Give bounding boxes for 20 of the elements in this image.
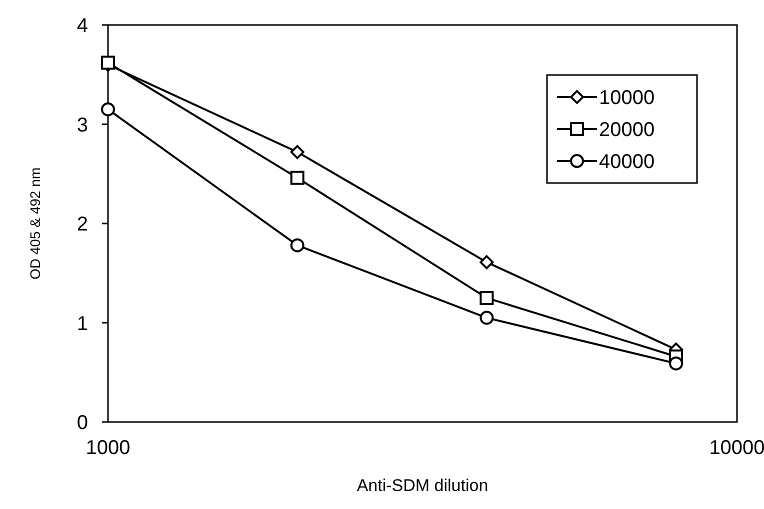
point xyxy=(480,310,494,325)
point xyxy=(290,145,304,160)
point xyxy=(480,290,494,305)
point xyxy=(480,255,494,270)
point xyxy=(101,56,115,70)
x-axis-title: Anti-SDM dilution xyxy=(356,476,488,495)
legend-label: 20000 xyxy=(599,119,655,141)
y-tick-label: 3 xyxy=(76,114,88,136)
x-tick-label: 1000 xyxy=(86,437,130,459)
y-tick-label: 4 xyxy=(76,15,88,37)
legend-label: 40000 xyxy=(599,151,655,173)
point xyxy=(290,238,304,252)
legend-label: 10000 xyxy=(599,87,655,109)
y-tick-label: 2 xyxy=(76,214,88,236)
y-tick-label: 1 xyxy=(76,312,88,335)
point xyxy=(290,170,304,185)
point xyxy=(669,356,684,370)
y-tick-label: 0 xyxy=(76,412,88,434)
point xyxy=(101,102,115,116)
y-axis-title: OD 405 & 492 nm xyxy=(27,167,43,280)
